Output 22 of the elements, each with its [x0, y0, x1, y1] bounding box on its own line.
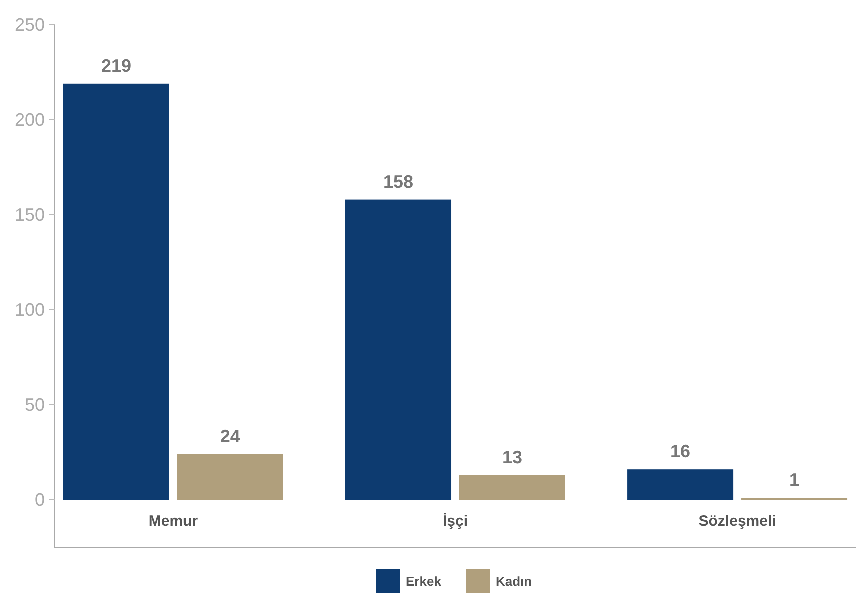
legend-label: Erkek	[406, 574, 442, 589]
data-label: 1	[790, 470, 800, 490]
y-tick-label: 250	[14, 15, 45, 35]
bar	[628, 470, 734, 500]
data-label: 13	[502, 447, 523, 468]
y-tick-label: 100	[14, 300, 45, 320]
bar	[346, 200, 452, 500]
data-label: 158	[383, 172, 414, 192]
y-tick-label: 50	[24, 395, 45, 415]
data-label: 16	[670, 442, 691, 462]
legend-label: Kadın	[496, 574, 532, 589]
x-tick-label: İşçi	[442, 513, 468, 530]
x-tick-label: Memur	[148, 513, 198, 530]
data-label: 219	[101, 56, 132, 76]
bar	[177, 454, 284, 500]
y-tick-label: 150	[14, 205, 45, 225]
y-tick-label: 0	[34, 490, 45, 510]
bar	[459, 475, 566, 500]
x-tick-label: Sözleşmeli	[698, 513, 776, 530]
data-label: 24	[220, 426, 240, 446]
bar	[63, 84, 170, 500]
y-tick-label: 200	[14, 110, 45, 130]
